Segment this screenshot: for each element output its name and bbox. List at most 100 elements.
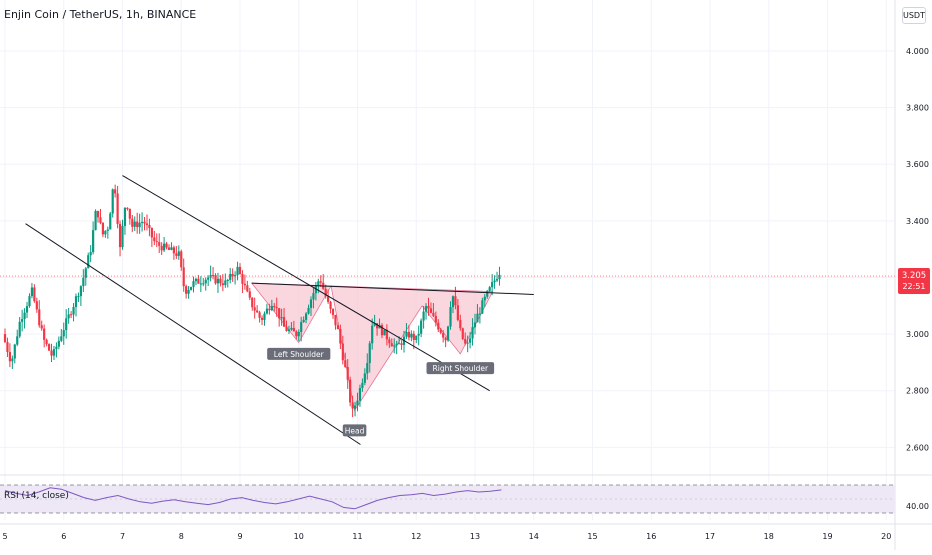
candle-body (292, 327, 295, 332)
candle-body (185, 286, 188, 294)
currency-badge[interactable]: USDT (902, 7, 926, 24)
candle-body (268, 308, 271, 311)
candle-body (177, 251, 180, 256)
candle-body (79, 286, 82, 297)
candle-body (278, 308, 281, 319)
candle-body (118, 223, 122, 248)
candle-body (246, 285, 249, 292)
candle-body (140, 221, 144, 223)
candle-body (331, 308, 335, 315)
candle-body (180, 251, 183, 268)
pattern-label-bg (267, 347, 331, 360)
candle-body (327, 296, 330, 302)
candle-body (388, 339, 391, 344)
candle-body (493, 280, 496, 283)
candle-body (234, 275, 237, 277)
candle-body (300, 322, 303, 332)
candle-body (52, 349, 56, 356)
pattern-label: Left Shoulder (274, 350, 325, 359)
candle-body (437, 322, 440, 330)
rsi-title: RSI (14, close) (4, 491, 69, 501)
candle-body (285, 326, 288, 331)
candle-body (69, 314, 73, 316)
candle-body (334, 314, 337, 326)
candle-body (375, 323, 379, 329)
candle-body (280, 317, 283, 319)
candle-body (405, 331, 408, 337)
candle-body (495, 279, 499, 281)
candle-body (366, 363, 369, 374)
candle-body (219, 278, 222, 284)
candle-body (275, 307, 278, 309)
candle-body (324, 288, 327, 297)
candle-body (160, 245, 163, 251)
x-tick-label: 20 (881, 532, 891, 541)
candle-body (256, 310, 259, 313)
candle-body (420, 320, 423, 334)
candle-body (481, 300, 484, 314)
candle-body (297, 331, 300, 337)
y-tick-label: 3.600 (906, 160, 929, 169)
candle-body (23, 312, 26, 320)
candle-body (282, 317, 286, 327)
candle-body (45, 339, 48, 345)
candle-body (94, 210, 97, 231)
candle-body (50, 350, 53, 356)
candle-body (466, 342, 469, 344)
candle-body (417, 333, 420, 336)
candle-body (412, 333, 415, 340)
candle-body (150, 228, 153, 238)
candle-body (25, 306, 29, 313)
candle-body (89, 252, 92, 256)
chart-title: Enjin Coin / TetherUS, 1h, BINANCE (4, 8, 197, 21)
candle-body (476, 313, 479, 323)
candle-body (114, 189, 117, 194)
x-tick-label: 8 (179, 532, 184, 541)
candle-body (123, 207, 127, 227)
candle-body (491, 282, 494, 288)
candle-body (229, 273, 232, 281)
candle-body (253, 307, 256, 311)
candle-body (194, 278, 198, 282)
candle-body (358, 388, 362, 401)
candle-body (163, 243, 166, 251)
candle-body (449, 307, 452, 327)
trendline-channel-lower (25, 223, 361, 445)
candle-body (319, 281, 322, 283)
candle-body (407, 331, 411, 338)
candle-body (33, 287, 36, 302)
candle-body (133, 221, 136, 227)
candle-body (351, 402, 354, 409)
candle-body (304, 313, 308, 320)
candle-body (30, 287, 34, 297)
candle-body (415, 335, 418, 340)
candle-body (207, 277, 210, 280)
trendline-channel-upper (122, 175, 490, 392)
candle-body (65, 318, 68, 331)
candle-body (473, 322, 477, 328)
candle-body (170, 247, 173, 250)
candle-body (248, 291, 251, 298)
candle-body (442, 332, 445, 338)
last-price-badge (898, 268, 930, 295)
candle-body (28, 296, 31, 307)
x-tick-label: 10 (294, 532, 304, 541)
candle-body (464, 338, 467, 344)
candle-body (446, 326, 450, 341)
pattern-label-bg (426, 362, 495, 375)
candle-body (153, 237, 156, 242)
candle-body (226, 280, 229, 282)
candle-body (96, 210, 100, 218)
candle-body (35, 301, 38, 310)
candle-body (486, 290, 489, 297)
candle-body (471, 327, 474, 339)
candle-body (307, 307, 310, 314)
candle-body (427, 306, 430, 309)
candle-body (373, 323, 376, 326)
candle-body (121, 226, 124, 248)
countdown-value: 22:51 (902, 282, 925, 291)
x-tick-label: 12 (411, 532, 421, 541)
candle-body (363, 373, 366, 383)
candle-body (18, 321, 21, 337)
